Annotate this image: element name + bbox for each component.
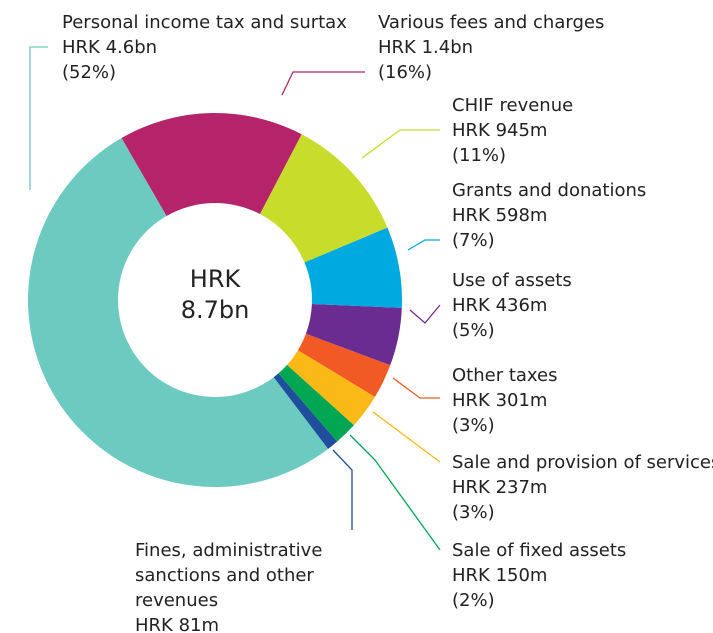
- label-name: Sale of fixed assets: [452, 540, 627, 561]
- slice-label: Use of assets HRK 436m (5%): [452, 268, 572, 343]
- slice-label: Sale and provision of services HRK 237m (3…: [452, 450, 713, 525]
- center-label: HRK: [190, 265, 242, 293]
- leader-line: [392, 377, 440, 399]
- slice: [27, 138, 329, 488]
- label-amount: HRK 598m: [452, 205, 548, 226]
- slice: [121, 113, 302, 216]
- label-percent: (3%): [452, 502, 495, 523]
- leader-line: [409, 304, 441, 324]
- label-amount: HRK 4.6bn: [62, 37, 158, 58]
- leader-line: [407, 239, 440, 251]
- slice-label: Various fees and charges HRK 1.4bn (16%): [378, 10, 604, 85]
- label-name: Sale and provision of services: [452, 452, 713, 473]
- slice: [259, 134, 388, 263]
- slice-label: Grants and donations HRK 598m (7%): [452, 178, 646, 253]
- slice: [278, 364, 354, 442]
- label-percent: (11%): [452, 145, 507, 166]
- label-amount: HRK 301m: [452, 390, 548, 411]
- leader-line: [29, 46, 48, 190]
- label-name: CHIF revenue: [452, 95, 574, 116]
- leader-line: [372, 411, 441, 463]
- label-amount: HRK 81m: [135, 615, 220, 633]
- slice: [273, 373, 338, 449]
- label-name: Fines, administrative sanctions and othe…: [135, 540, 323, 611]
- label-name: Personal income tax and surtax: [62, 12, 347, 33]
- label-amount: HRK 945m: [452, 120, 548, 141]
- label-amount: HRK 1.4bn: [378, 37, 474, 58]
- label-name: Grants and donations: [452, 180, 647, 201]
- leader-line: [281, 71, 365, 96]
- label-percent: (3%): [452, 415, 495, 436]
- slice-label: Personal income tax and surtax HRK 4.6bn (…: [62, 10, 347, 85]
- label-name: Other taxes: [452, 365, 558, 386]
- label-amount: HRK 150m: [452, 565, 548, 586]
- label-amount: HRK 237m: [452, 477, 548, 498]
- leader-line: [332, 449, 353, 530]
- slice-label: CHIF revenue HRK 945m (11%): [452, 93, 573, 168]
- leader-line: [361, 129, 440, 159]
- slice: [297, 333, 391, 397]
- slice: [304, 227, 402, 308]
- slice: [287, 350, 375, 426]
- label-percent: (2%): [452, 590, 495, 611]
- label-amount: HRK 436m: [452, 295, 548, 316]
- label-percent: (5%): [452, 320, 495, 341]
- slice-label: Sale of fixed assets HRK 150m (2%): [452, 538, 626, 613]
- slice-label: Other taxes HRK 301m (3%): [452, 363, 557, 438]
- leader-line: [349, 434, 441, 551]
- label-percent: (7%): [452, 230, 495, 251]
- label-percent: (16%): [378, 62, 433, 83]
- label-name: Various fees and charges: [378, 12, 605, 33]
- slice-label: Fines, administrative sanctions and othe…: [135, 538, 385, 633]
- center-label: 8.7bn: [181, 296, 250, 324]
- label-name: Use of assets: [452, 270, 572, 291]
- slice: [305, 304, 402, 366]
- label-percent: (52%): [62, 62, 117, 83]
